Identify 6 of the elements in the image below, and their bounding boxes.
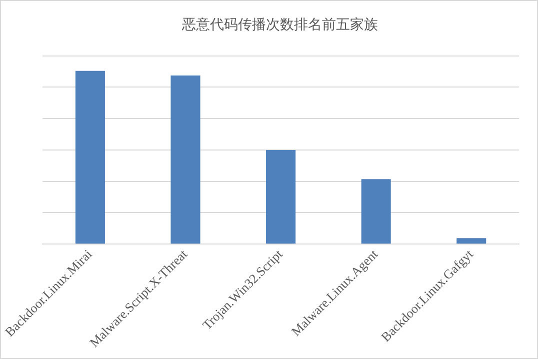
bar: [456, 238, 486, 244]
chart-title: 恶意代码传播次数排名前五家族: [181, 17, 378, 34]
bar: [170, 76, 200, 244]
bar: [75, 70, 105, 244]
bar: [266, 150, 296, 244]
bar: [361, 179, 391, 244]
